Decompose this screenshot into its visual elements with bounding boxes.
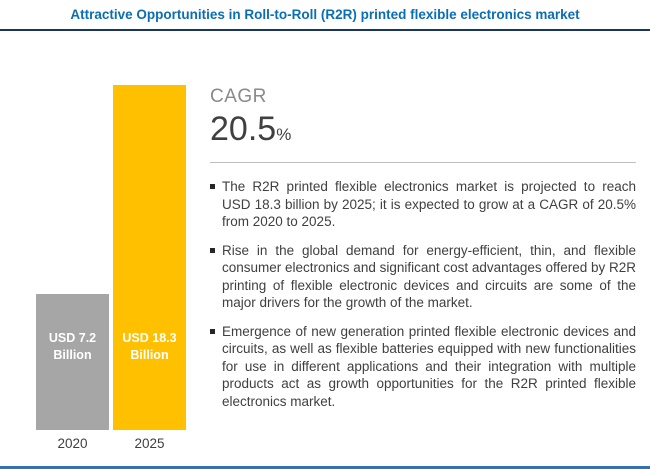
bullet-text-3: Emergence of new generation printed flex…	[222, 323, 636, 409]
cagr-number: 20.5	[210, 110, 277, 148]
bar-chart: USD 7.2 Billion USD 18.3 Billion	[36, 85, 186, 430]
bullet-item-1: The R2R printed flexible electronics mar…	[210, 178, 636, 231]
bar-2020-value-label: USD 7.2 Billion	[48, 331, 97, 362]
cagr-divider	[210, 162, 636, 163]
summary-panel: CAGR 20.5% The R2R printed flexible elec…	[210, 86, 636, 421]
bar-2025-value-label: USD 18.3 Billion	[122, 331, 177, 362]
bullet-text-2: Rise in the global demand for energy-eff…	[222, 242, 636, 311]
bullet-square-icon	[210, 247, 215, 253]
page-title: Attractive Opportunities in Roll-to-Roll…	[70, 7, 580, 22]
bar-2020: USD 7.2 Billion	[36, 294, 109, 430]
cagr-percent-sign: %	[276, 125, 292, 144]
bottom-border	[0, 466, 650, 469]
bullet-item-3: Emergence of new generation printed flex…	[210, 323, 636, 411]
bar-2025: USD 18.3 Billion	[113, 85, 186, 430]
bullet-square-icon	[210, 184, 215, 189]
bullet-square-icon	[210, 328, 215, 334]
bullet-list: The R2R printed flexible electronics mar…	[210, 178, 636, 410]
cagr-label: CAGR	[210, 86, 267, 107]
x-axis-label-2025: 2025	[134, 436, 165, 451]
bullet-item-2: Rise in the global demand for energy-eff…	[210, 242, 636, 312]
cagr-value: 20.5%	[210, 110, 636, 149]
bullet-text-1: The R2R printed flexible electronics mar…	[222, 179, 636, 229]
x-axis-labels: 2020 2025	[36, 436, 186, 451]
title-divider	[0, 29, 650, 31]
x-axis-label-2020: 2020	[57, 436, 88, 451]
